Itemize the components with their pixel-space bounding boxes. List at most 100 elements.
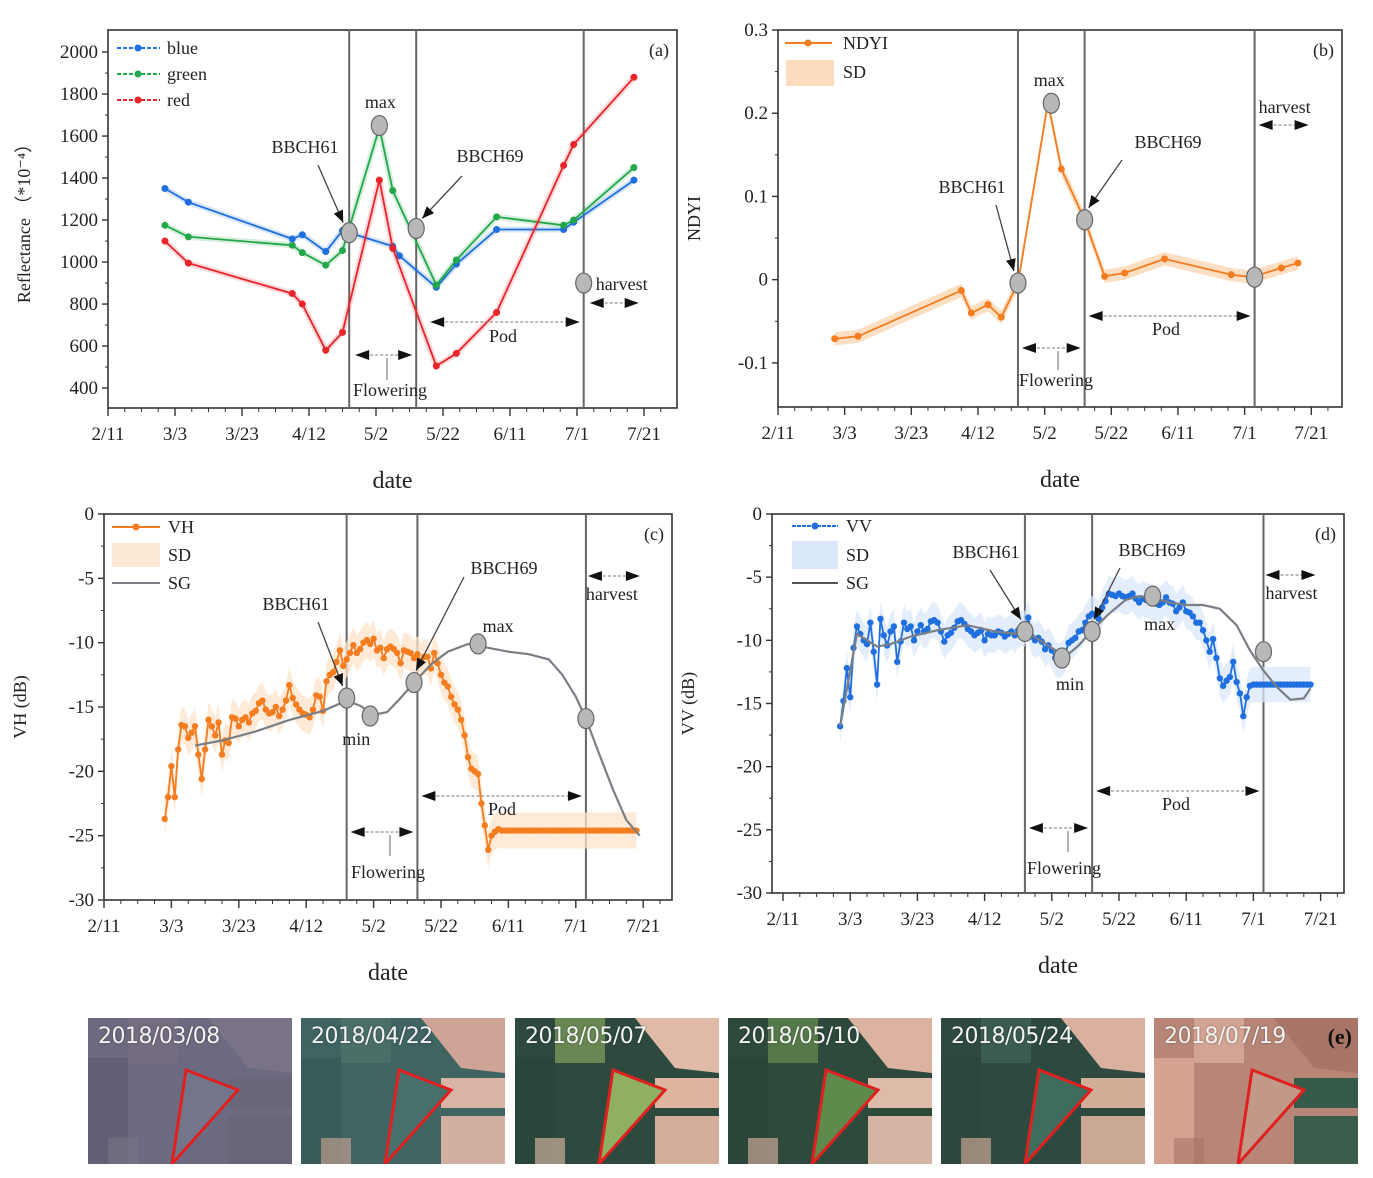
data-point [900, 619, 908, 626]
data-point [870, 648, 877, 655]
data-point [934, 619, 941, 626]
y-tick-label: -20 [737, 757, 762, 778]
legend-swatch-SD [792, 541, 838, 569]
data-point [560, 221, 568, 229]
annotation-harvest: harvest [1259, 97, 1311, 117]
stage-marker-BBCH61 [1009, 272, 1027, 294]
y-tick-label: 1800 [60, 84, 98, 105]
legend-label-green: green [167, 64, 207, 84]
data-point [333, 658, 340, 666]
y-tick-label: -25 [69, 826, 94, 847]
satellite-image-strip: 2018/03/08 2018/04/22 2018/05/ [88, 1018, 1360, 1166]
y-axis-label: NDYI [684, 196, 704, 241]
x-tick-label: 3/23 [225, 424, 259, 445]
data-point [272, 703, 280, 711]
data-point [161, 237, 169, 245]
x-tick-label: 2/11 [87, 916, 120, 937]
data-point [880, 632, 887, 639]
legend-marker-NDYI [804, 39, 812, 47]
data-point [451, 701, 458, 708]
flowering-span-left-head [355, 350, 370, 360]
y-tick-label: -10 [737, 630, 762, 651]
pod-span-left-head [421, 791, 436, 801]
data-point [201, 746, 209, 753]
data-point [350, 642, 357, 649]
pod-span-right-head [1236, 311, 1251, 321]
x-tick-label: 7/21 [627, 424, 661, 445]
x-axis-label: date [1038, 953, 1078, 979]
y-tick-label: -10 [69, 633, 94, 654]
flowering-span-right-head [1074, 823, 1089, 833]
data-point [292, 701, 300, 708]
legend-label-SD: SD [846, 545, 869, 565]
stage-marker-harvest [575, 272, 593, 294]
x-tick-label: 7/1 [564, 916, 588, 937]
annotation-pod: Pod [489, 326, 517, 346]
annotation-harvest: harvest [596, 274, 648, 294]
y-tick-label: 0 [85, 504, 95, 525]
x-tick-label: 7/21 [1304, 909, 1338, 930]
x-tick-label: 3/3 [838, 909, 862, 930]
annotation-pod: Pod [1152, 319, 1180, 339]
data-point [1233, 678, 1240, 686]
data-point [1294, 259, 1302, 267]
data-point [917, 621, 924, 629]
legend-marker-green [134, 70, 142, 78]
data-point [1307, 681, 1314, 688]
x-tick-label: 4/12 [961, 423, 995, 444]
data-point [854, 332, 862, 340]
x-tick-label: 3/3 [159, 916, 183, 937]
data-point [181, 723, 189, 730]
satellite-scene [941, 1018, 1145, 1164]
y-axis-label: VH (dB) [10, 675, 31, 739]
data-point [1209, 635, 1217, 643]
data-point [316, 693, 323, 700]
y-tick-label: -15 [737, 694, 762, 715]
data-point [1203, 637, 1210, 644]
data-point [161, 185, 169, 193]
plot-frame [777, 29, 1343, 408]
data-point [877, 615, 884, 623]
data-point [431, 649, 438, 657]
flowering-span-right-head [399, 827, 414, 837]
panel-label: (b) [1313, 40, 1334, 61]
y-tick-label: -15 [69, 697, 94, 718]
legend-swatch-SD [786, 60, 834, 86]
stage-marker-max [370, 114, 388, 137]
flowering-span-left-head [1028, 823, 1043, 833]
stage-marker-max [469, 633, 487, 655]
y-tick-label: 0.2 [744, 103, 768, 124]
harvest-span-left-head [589, 298, 604, 308]
stage-marker-max [1042, 92, 1060, 114]
data-point [322, 248, 330, 256]
data-point [1095, 615, 1103, 623]
satellite-scene [728, 1018, 932, 1164]
satellite-thumbnail: 2018/04/22 [301, 1018, 505, 1164]
data-point [447, 693, 455, 700]
y-tick-label: -0.1 [738, 353, 768, 374]
arrow-bbch61-head [1010, 606, 1021, 620]
data-point [289, 694, 296, 702]
x-tick-label: 6/11 [1161, 423, 1194, 444]
data-point [887, 628, 894, 635]
y-tick-label: 800 [70, 294, 99, 315]
x-tick-label: 4/12 [289, 916, 323, 937]
y-tick-label: 0.3 [744, 20, 768, 41]
data-point [322, 346, 330, 354]
data-point [924, 625, 931, 633]
x-axis-label: date [373, 468, 413, 494]
annotation-harvest: harvest [586, 584, 638, 604]
data-point [452, 349, 460, 357]
data-point [997, 313, 1005, 321]
stage-marker-min [361, 705, 379, 727]
annotation-bbch61: BBCH61 [938, 177, 1005, 197]
data-point [195, 751, 202, 758]
data-point [161, 815, 168, 823]
annotation-pod: Pod [488, 799, 516, 819]
y-tick-label: 0.1 [744, 186, 768, 207]
legend-marker-VH [132, 523, 140, 531]
data-point [873, 681, 881, 688]
chart-panel-c: -30 -25 -20 -15 -10 -5 0 2/11 3/3 3/23 4/12 5/2 5/22… [10, 504, 673, 986]
data-point [570, 216, 578, 224]
data-point [389, 244, 397, 252]
